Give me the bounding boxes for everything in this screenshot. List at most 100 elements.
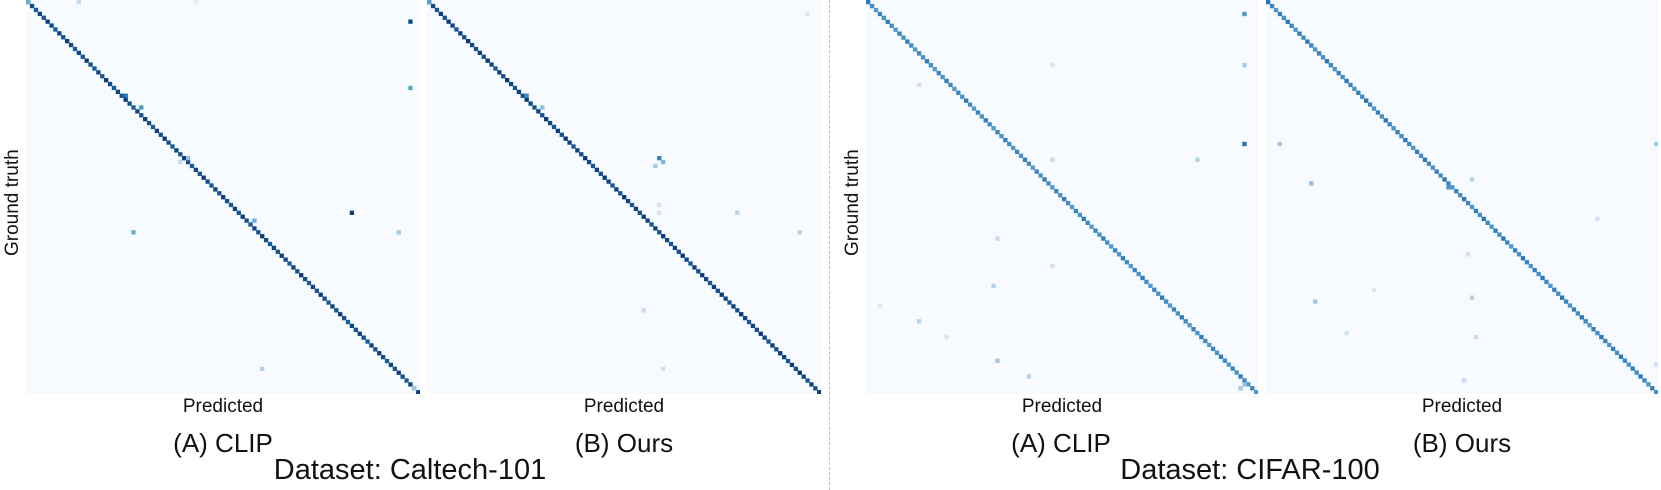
heatmap-cell-diagonal bbox=[37, 11, 42, 16]
heatmap-cell-diagonal bbox=[881, 15, 886, 21]
heatmap-cell bbox=[1195, 157, 1200, 162]
heatmap-cell-diagonal bbox=[1571, 307, 1577, 312]
heatmap-cell-diagonal bbox=[1418, 153, 1424, 158]
heatmap-cell-diagonal bbox=[1505, 240, 1510, 245]
heatmap-cell-diagonal bbox=[1426, 161, 1432, 166]
heatmap-cell-diagonal bbox=[512, 85, 518, 91]
heatmap-cell-diagonal bbox=[1046, 181, 1051, 186]
heatmap-cell-diagonal bbox=[785, 358, 791, 364]
heatmap-cell-diagonal bbox=[1073, 208, 1079, 214]
heatmap-cell-diagonal bbox=[676, 249, 681, 254]
heatmap-cell-diagonal bbox=[622, 195, 627, 200]
heatmap-cell-diagonal bbox=[193, 167, 199, 173]
heatmap-cell-diagonal bbox=[999, 133, 1004, 139]
heatmap-cell-diagonal bbox=[1273, 7, 1279, 13]
heatmap-cell-diagonal bbox=[649, 222, 654, 227]
heatmap-cell-diagonal bbox=[1622, 358, 1628, 363]
heatmap-cell-diagonal bbox=[384, 358, 390, 364]
heatmap-cell-diagonal bbox=[170, 144, 175, 149]
heatmap-cell-diagonal bbox=[302, 276, 308, 282]
heatmap-cell-diagonal bbox=[416, 390, 420, 394]
heatmap-cell-diagonal bbox=[341, 315, 347, 321]
heatmap-cell-diagonal bbox=[932, 66, 937, 72]
heatmap-cell bbox=[408, 85, 413, 91]
heatmap-cell-diagonal bbox=[520, 93, 525, 98]
heatmap-cell bbox=[123, 93, 128, 98]
heatmap-cell-diagonal bbox=[1414, 149, 1420, 155]
heatmap-cell-diagonal bbox=[528, 101, 533, 106]
heatmap-cell-diagonal bbox=[135, 109, 140, 114]
heatmap-cell-diagonal bbox=[1316, 51, 1322, 56]
heatmap-cell-diagonal bbox=[1607, 342, 1612, 348]
heatmap-cell-diagonal bbox=[1411, 145, 1416, 151]
heatmap-cell-diagonal bbox=[361, 335, 366, 340]
heatmap-cell bbox=[657, 156, 662, 161]
heatmap-cell-diagonal bbox=[119, 93, 124, 98]
heatmap-cell-diagonal bbox=[1391, 126, 1396, 131]
heatmap-cell-diagonal bbox=[793, 366, 798, 371]
heatmap-cell-diagonal bbox=[1097, 232, 1102, 237]
heatmap-cell bbox=[1654, 362, 1658, 367]
heatmap-cell-diagonal bbox=[505, 78, 510, 83]
heatmap-cell bbox=[805, 11, 810, 16]
heatmap-cell-diagonal bbox=[1399, 133, 1404, 139]
heatmap-cell-diagonal bbox=[1626, 362, 1631, 367]
heatmap-cell-diagonal bbox=[295, 269, 300, 274]
heatmap-cell-diagonal bbox=[873, 7, 879, 13]
heatmap-cell-diagonal bbox=[960, 94, 965, 99]
heatmap-cell-diagonal bbox=[1077, 212, 1082, 218]
heatmap-cell bbox=[260, 366, 265, 371]
heatmap-cell-diagonal bbox=[555, 128, 561, 134]
heatmap-cell bbox=[1313, 299, 1318, 304]
heatmap-cell-diagonal bbox=[754, 327, 759, 332]
heatmap-cell-diagonal bbox=[310, 284, 316, 290]
heatmap-cell-diagonal bbox=[1101, 236, 1106, 241]
heatmap-cell-diagonal bbox=[516, 89, 522, 95]
heatmap-cell-diagonal bbox=[252, 226, 257, 231]
heatmap-cell bbox=[1309, 181, 1314, 186]
heatmap-cell bbox=[396, 230, 401, 235]
heatmap-cell-diagonal bbox=[987, 122, 992, 127]
heatmap-cell-diagonal bbox=[610, 183, 615, 188]
heatmap-cell-diagonal bbox=[877, 11, 883, 17]
heatmap-cell-diagonal bbox=[735, 308, 740, 313]
heatmap-cell bbox=[26, 0, 31, 5]
heatmap-cell-diagonal bbox=[1509, 244, 1514, 249]
heatmap-cell-diagonal bbox=[1560, 295, 1565, 300]
heatmap-cell-diagonal bbox=[1536, 271, 1541, 277]
heatmap-cell-diagonal bbox=[396, 370, 401, 375]
heatmap-cell-diagonal bbox=[322, 296, 327, 301]
heatmap-cell bbox=[916, 319, 922, 324]
heatmap-cell-diagonal bbox=[430, 3, 436, 9]
heatmap-cell-diagonal bbox=[739, 312, 744, 317]
heatmap-cell-diagonal bbox=[1367, 102, 1373, 107]
dataset-caption-cifar: Dataset: CIFAR-100 bbox=[1120, 454, 1380, 486]
heatmap-cell-diagonal bbox=[263, 237, 269, 243]
heatmap-cell-diagonal bbox=[579, 152, 584, 157]
heatmap-cell-diagonal bbox=[540, 113, 545, 118]
heatmap-cell-diagonal bbox=[991, 126, 996, 131]
heatmap-cell-diagonal bbox=[1062, 197, 1067, 202]
heatmap-cell-diagonal bbox=[189, 163, 195, 169]
heatmap-cell-diagonal bbox=[629, 202, 635, 208]
heatmap-cell-diagonal bbox=[1650, 386, 1655, 391]
heatmap-cell-diagonal bbox=[489, 62, 494, 67]
heatmap-cell-diagonal bbox=[1116, 252, 1122, 257]
heatmap-cell bbox=[185, 156, 191, 161]
heatmap-cell-diagonal bbox=[1124, 260, 1130, 265]
heatmap-cell bbox=[641, 308, 646, 313]
heatmap-cell-diagonal bbox=[158, 132, 163, 137]
heatmap-cell-diagonal bbox=[1109, 244, 1114, 249]
heatmap-cell-diagonal bbox=[1203, 338, 1208, 344]
heatmap-cell-diagonal bbox=[1238, 374, 1243, 379]
heatmap-cell-diagonal bbox=[1516, 252, 1522, 257]
heatmap-cell-diagonal bbox=[1548, 283, 1553, 289]
heatmap-cell-diagonal bbox=[240, 214, 245, 219]
heatmap-cell-diagonal bbox=[940, 74, 945, 80]
heatmap-cell-diagonal bbox=[1395, 130, 1400, 135]
heatmap-cell-diagonal bbox=[1567, 303, 1573, 308]
heatmap-cell-diagonal bbox=[602, 175, 607, 180]
heatmap-cell-diagonal bbox=[1462, 197, 1467, 202]
heatmap-cell-diagonal bbox=[711, 284, 717, 290]
heatmap-cell-diagonal bbox=[1579, 315, 1584, 320]
